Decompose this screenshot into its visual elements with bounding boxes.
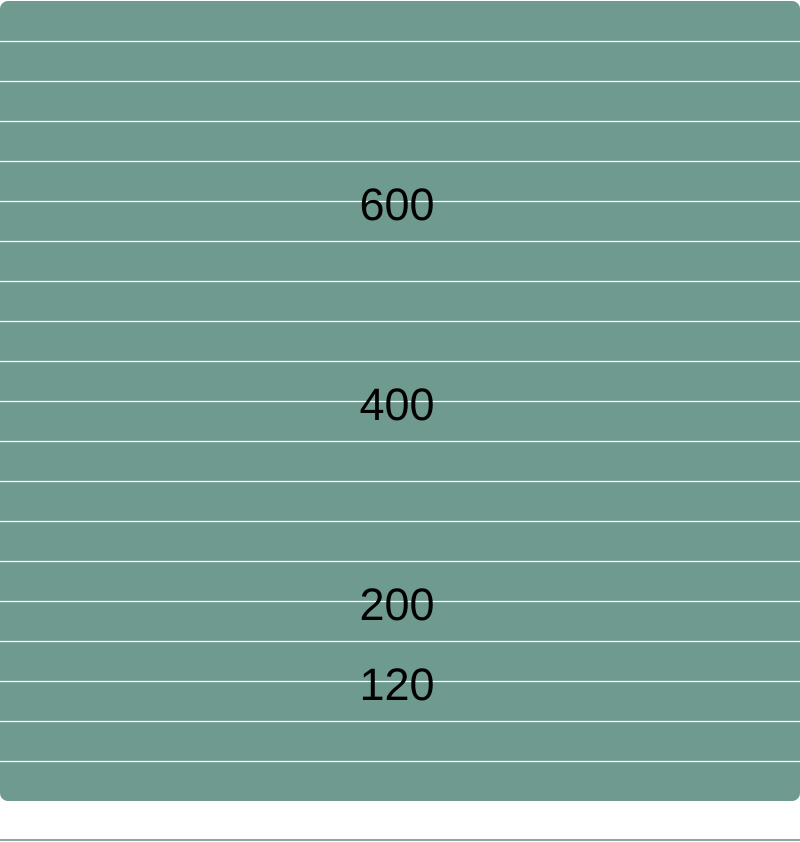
label-600: 600 <box>359 179 434 230</box>
label-400: 400 <box>359 379 434 430</box>
lined-panel: 600 400 200 120 <box>0 1 800 801</box>
label-120: 120 <box>359 659 434 710</box>
scale-labels: 600 400 200 120 <box>359 179 434 710</box>
bottom-rule <box>0 839 800 841</box>
label-200: 200 <box>359 579 434 630</box>
horizontal-lines <box>0 40 800 763</box>
panel-graphic: 600 400 200 120 <box>0 1 800 801</box>
